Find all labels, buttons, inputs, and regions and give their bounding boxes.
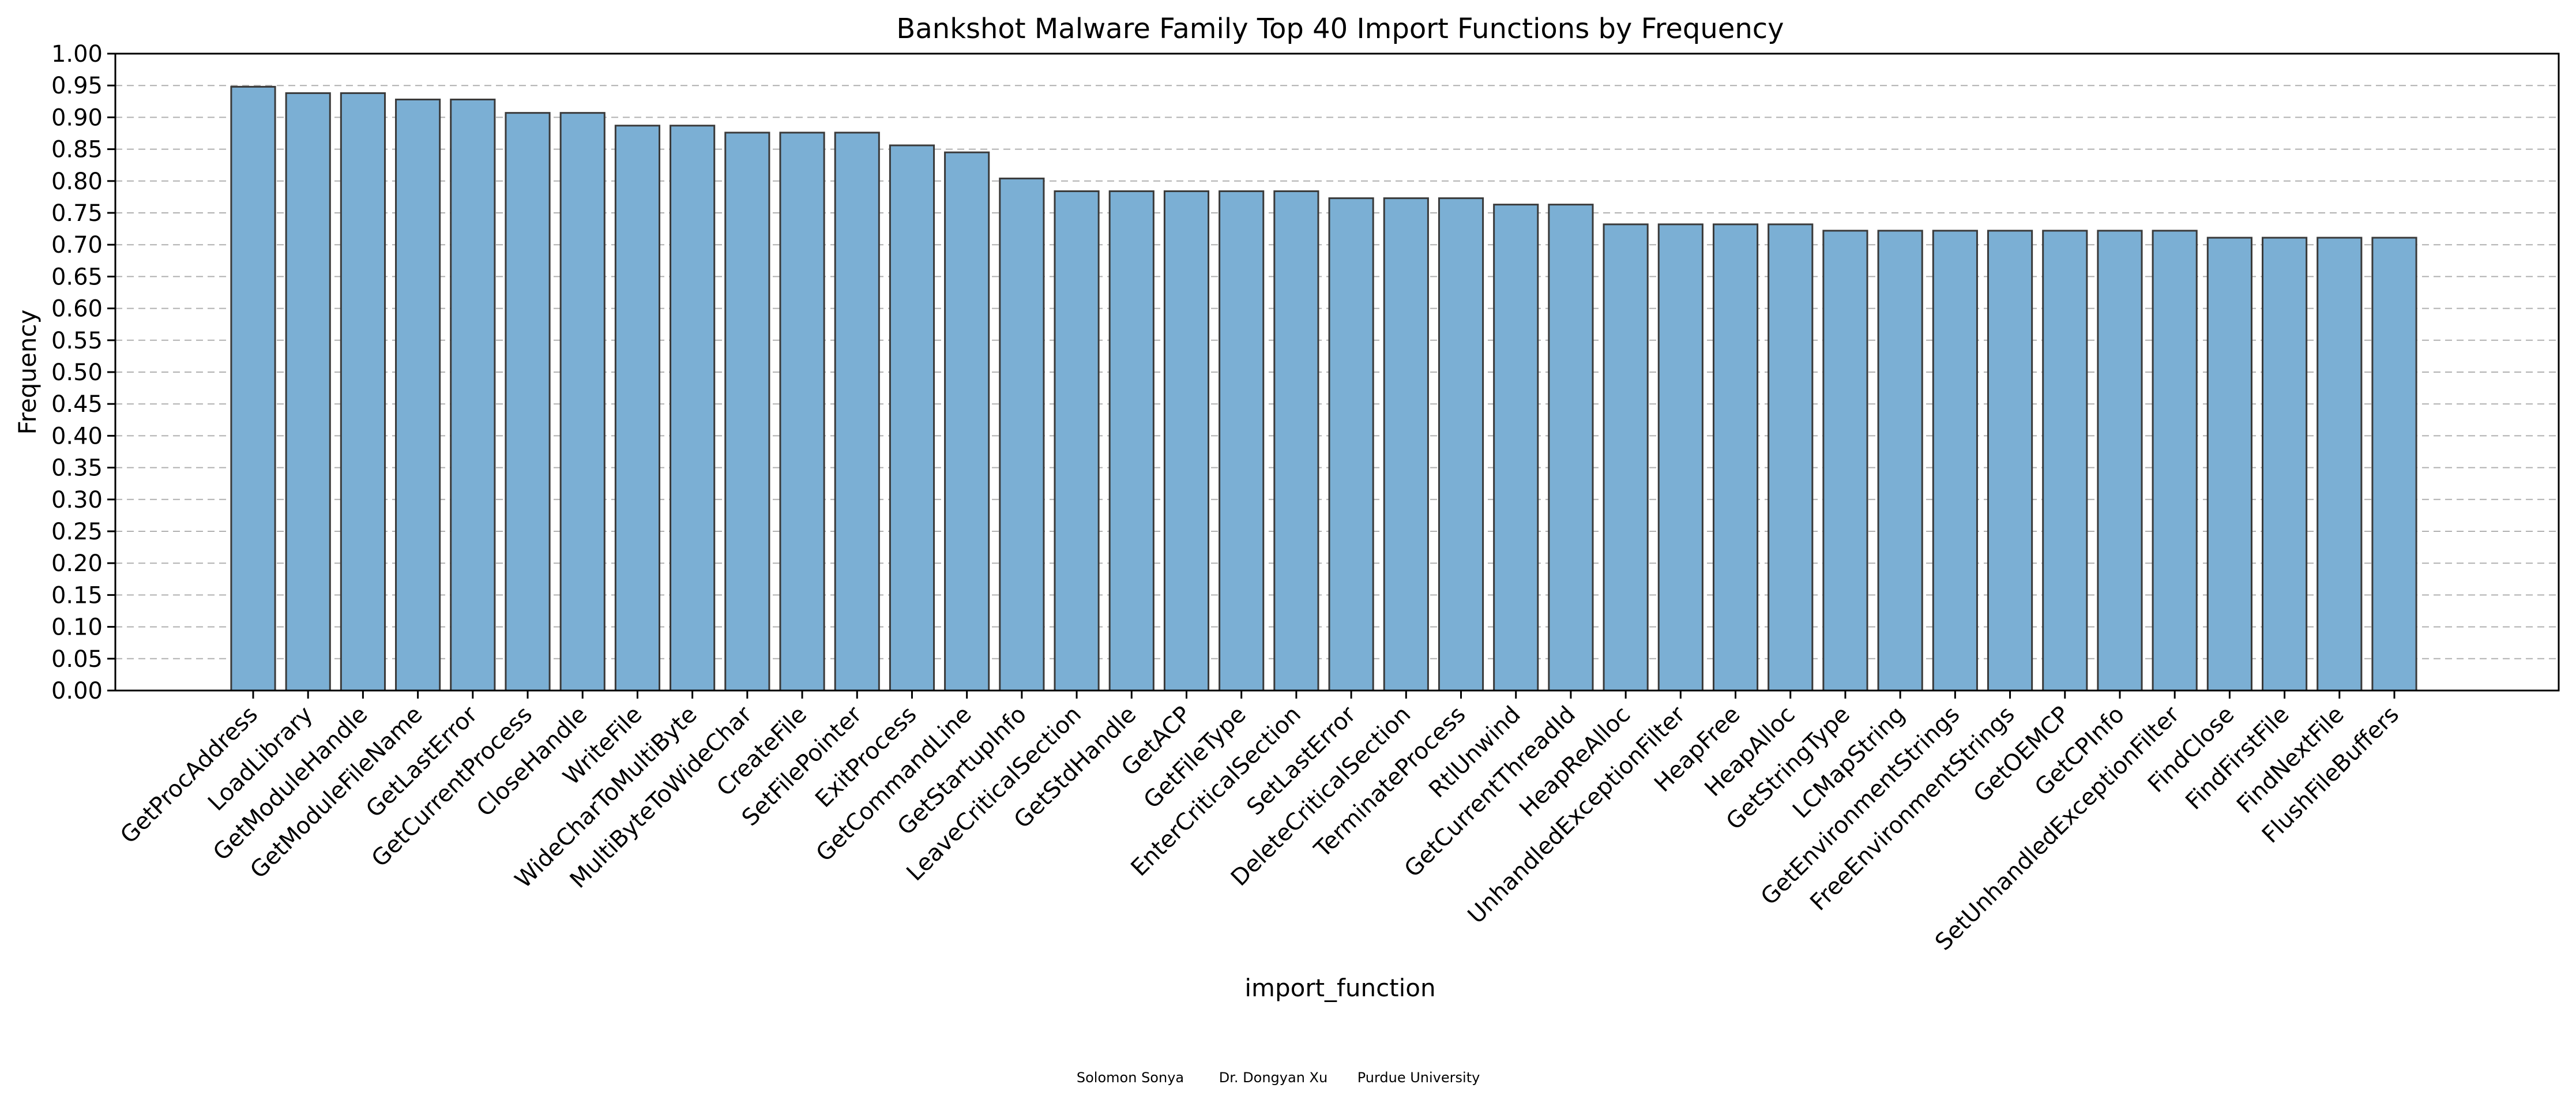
bar-FindNextFile	[2316, 237, 2363, 692]
bar-GetCurrentProcess	[505, 112, 551, 692]
bars	[230, 85, 2417, 692]
bar-GetModuleHandle	[340, 92, 386, 692]
bar-GetACP	[1163, 190, 1210, 692]
bar-GetCPInfo	[2097, 230, 2143, 692]
y-tick-label: 0.35	[51, 455, 103, 482]
credit-author-2: Dr. Dongyan Xu	[1219, 1070, 1328, 1086]
y-tick-label: 0.10	[51, 614, 103, 641]
y-tick-label: 0.75	[51, 200, 103, 227]
y-tick-label: 0.00	[51, 678, 103, 704]
bar-LCMapString	[1877, 230, 1923, 692]
bar-LoadLibrary	[285, 92, 331, 692]
y-axis-label: Frequency	[13, 310, 42, 435]
y-tick-label: 1.00	[51, 41, 103, 67]
y-tick-label: 0.15	[51, 582, 103, 609]
bar-GetStartupInfo	[999, 177, 1045, 692]
bar-SetUnhandledExceptionFilter	[2152, 230, 2198, 692]
bar-GetOEMCP	[2042, 230, 2088, 692]
y-tick-label: 0.70	[51, 232, 103, 258]
bar-GetModuleFileName	[395, 98, 441, 692]
bar-DeleteCriticalSection	[1383, 197, 1429, 692]
bar-SetLastError	[1328, 197, 1374, 692]
x-axis-ticks: GetProcAddressLoadLibraryGetModuleHandle…	[115, 691, 2404, 956]
x-axis-label: import_function	[1244, 974, 1435, 1002]
bar-FindFirstFile	[2262, 237, 2308, 692]
bar-SetFilePointer	[834, 132, 880, 692]
bar-GetCommandLine	[944, 151, 990, 692]
y-tick-label: 0.65	[51, 264, 103, 290]
bar-FlushFileBuffers	[2371, 237, 2417, 692]
y-tick-label: 0.95	[51, 73, 103, 99]
y-tick-label: 0.55	[51, 328, 103, 354]
bar-UnhandledExceptionFilter	[1657, 223, 1703, 692]
y-tick-label: 0.40	[51, 423, 103, 449]
bar-ExitProcess	[889, 144, 935, 692]
bar-MultiByteToWideChar	[724, 132, 770, 692]
chart-title: Bankshot Malware Family Top 40 Import Fu…	[896, 13, 1784, 45]
y-tick-label: 0.45	[51, 391, 103, 418]
y-axis-ticks: 0.00 0.05 0.10 0.15 0.20 0.25 0.30 0.35 0.40 0.45…	[51, 41, 115, 704]
y-tick-label: 0.20	[51, 550, 103, 577]
bar-LeaveCriticalSection	[1054, 190, 1100, 692]
bar-EnterCriticalSection	[1273, 190, 1319, 692]
bar-GetCurrentThreadId	[1548, 204, 1594, 692]
bar-GetLastError	[450, 98, 496, 692]
bar-GetStringType	[1822, 230, 1868, 692]
bar-GetStdHandle	[1108, 190, 1155, 692]
credit-line: Solomon Sonya Dr. Dongyan Xu Purdue Univ…	[1077, 1070, 1480, 1086]
bar-FreeEnvironmentStrings	[1987, 230, 2033, 692]
bar-HeapReAlloc	[1603, 223, 1649, 692]
y-tick-label: 0.25	[51, 519, 103, 545]
y-tick-label: 0.50	[51, 359, 103, 386]
bar-FindClose	[2206, 237, 2252, 692]
bar-RtlUnwind	[1493, 204, 1539, 692]
credit-author-1: Solomon Sonya	[1077, 1070, 1184, 1086]
bar-CloseHandle	[559, 112, 606, 692]
bar-GetEnvironmentStrings	[1932, 230, 1978, 692]
y-tick-label: 0.90	[51, 104, 103, 131]
y-tick-label: 0.05	[51, 646, 103, 673]
bar-GetFileType	[1219, 190, 1265, 692]
y-tick-label: 0.60	[51, 296, 103, 322]
bar-CreateFile	[779, 132, 825, 692]
y-tick-label: 0.30	[51, 487, 103, 513]
y-tick-label: 0.85	[51, 137, 103, 163]
bar-GetProcAddress	[230, 85, 276, 692]
bar-TerminateProcess	[1438, 197, 1484, 692]
credit-org: Purdue University	[1357, 1070, 1480, 1086]
y-tick-label: 0.80	[51, 168, 103, 195]
bar-WideCharToMultiByte	[670, 125, 716, 692]
bar-WriteFile	[614, 125, 661, 692]
bar-HeapAlloc	[1768, 223, 1814, 692]
bar-HeapFree	[1712, 223, 1759, 692]
